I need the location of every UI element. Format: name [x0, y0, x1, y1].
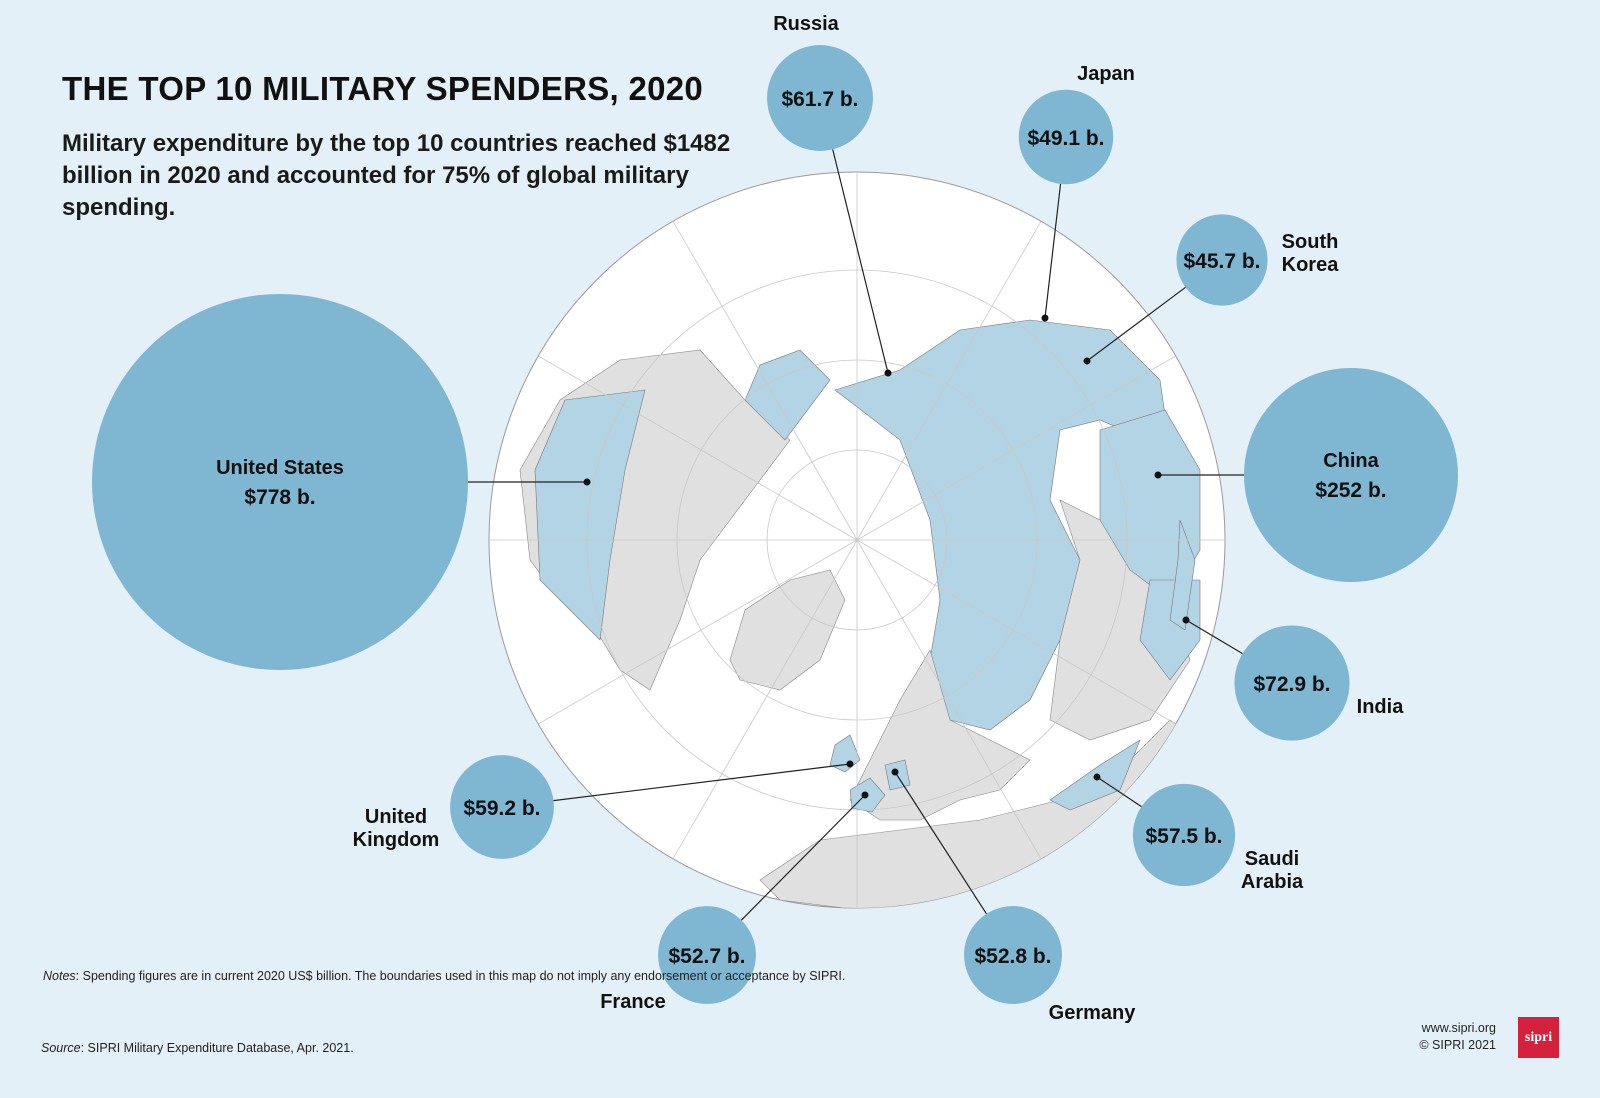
country-label-france: France: [600, 991, 666, 1013]
source-text: : SIPRI Military Expenditure Database, A…: [80, 1041, 354, 1055]
bubble-south-korea: [1176, 214, 1268, 306]
value-label-japan: $49.1 b.: [1027, 127, 1104, 150]
value-label-russia: $61.7 b.: [781, 88, 858, 111]
japan-land: [1169, 519, 1196, 631]
country-label-china: China: [1323, 450, 1379, 472]
united-states-land: [534, 389, 646, 641]
website-link[interactable]: www.sipri.org: [1421, 1021, 1496, 1035]
value-label-china: $252 b.: [1315, 479, 1386, 502]
value-label-south-korea: $45.7 b.: [1183, 250, 1260, 273]
greenland-land: [729, 569, 846, 691]
country-label-saudi-arabia: Saudi Arabia: [1241, 848, 1304, 893]
location-dot-france: [861, 791, 869, 799]
source-label: Source: [41, 1041, 81, 1055]
value-label-saudi-arabia: $57.5 b.: [1145, 825, 1222, 848]
value-label-germany: $52.8 b.: [974, 945, 1051, 968]
globe: [488, 171, 1226, 909]
country-label-india: India: [1357, 696, 1405, 718]
spending-bubbles: United States $778 b. China $252 b. $72.9 b.…: [92, 13, 1458, 1024]
notes: Notes: Spending figures are in current 2…: [43, 968, 845, 985]
leader-lines: [468, 149, 1245, 921]
bubble-russia: [767, 45, 873, 151]
location-dot-united-kingdom: [846, 760, 854, 768]
bubble-china: [1244, 368, 1458, 582]
leader-line-united-kingdom: [553, 763, 851, 802]
credits: www.sipri.org © SIPRI 2021: [1419, 1020, 1496, 1054]
bubble-united-states: [92, 294, 468, 670]
location-dot-united-states: [583, 478, 591, 486]
copyright: © SIPRI 2021: [1419, 1038, 1496, 1052]
leader-line-saudi-arabia: [1096, 776, 1142, 808]
asia-land: [1049, 499, 1191, 741]
russia-land: [834, 319, 1171, 731]
location-dot-germany: [891, 768, 899, 776]
page-title: THE TOP 10 MILITARY SPENDERS, 2020: [62, 70, 704, 107]
location-dot-south-korea: [1083, 357, 1091, 365]
location-dot-saudi-arabia: [1093, 773, 1101, 781]
bubble-india: [1234, 625, 1350, 741]
logo-text: sipri: [1524, 1029, 1553, 1045]
value-label-united-states: $778 b.: [244, 486, 315, 509]
leader-line-france: [740, 794, 866, 921]
leader-line-india: [1185, 619, 1243, 655]
country-label-russia: Russia: [773, 13, 839, 35]
page-subtitle: Military expenditure by the top 10 count…: [62, 130, 731, 221]
bubble-japan: [1018, 89, 1114, 185]
leader-line-russia: [832, 149, 889, 374]
location-dot-russia: [884, 369, 892, 377]
location-dot-china: [1154, 471, 1162, 479]
sipri-logo: sipri: [1518, 1017, 1559, 1058]
value-label-united-kingdom: $59.2 b.: [463, 797, 540, 820]
country-label-germany: Germany: [1049, 1002, 1137, 1024]
leader-line-japan: [1044, 183, 1062, 319]
location-dot-india: [1182, 616, 1190, 624]
bubble-germany: [964, 906, 1062, 1004]
notes-label: Notes: [43, 969, 76, 983]
country-label-south-korea: South Korea: [1282, 231, 1340, 276]
notes-text: : Spending figures are in current 2020 U…: [75, 969, 846, 983]
leader-line-south-korea: [1086, 286, 1186, 362]
value-label-france: $52.7 b.: [668, 945, 745, 968]
value-label-india: $72.9 b.: [1253, 673, 1330, 696]
bubble-france: [658, 906, 756, 1004]
bubble-saudi-arabia: [1132, 783, 1236, 887]
country-label-japan: Japan: [1077, 63, 1135, 85]
leader-line-germany: [894, 771, 987, 915]
country-label-united-states: United States: [216, 457, 344, 479]
source: Source: SIPRI Military Expenditure Datab…: [41, 1041, 354, 1055]
location-dot-japan: [1041, 314, 1049, 322]
bubble-united-kingdom: [450, 755, 554, 859]
country-label-united-kingdom: United Kingdom: [353, 806, 440, 851]
